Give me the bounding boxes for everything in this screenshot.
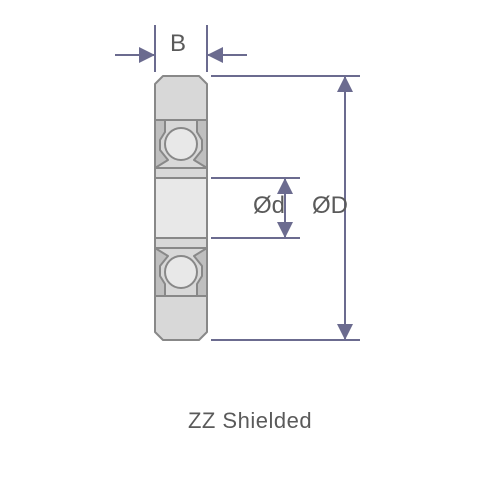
bearing-body <box>155 76 207 340</box>
dimension-lines <box>115 25 360 340</box>
label-outer-diameter: ØD <box>312 192 348 220</box>
caption-text: ZZ Shielded <box>0 408 500 434</box>
label-width-B: B <box>170 30 186 58</box>
label-inner-diameter: Ød <box>253 192 285 220</box>
